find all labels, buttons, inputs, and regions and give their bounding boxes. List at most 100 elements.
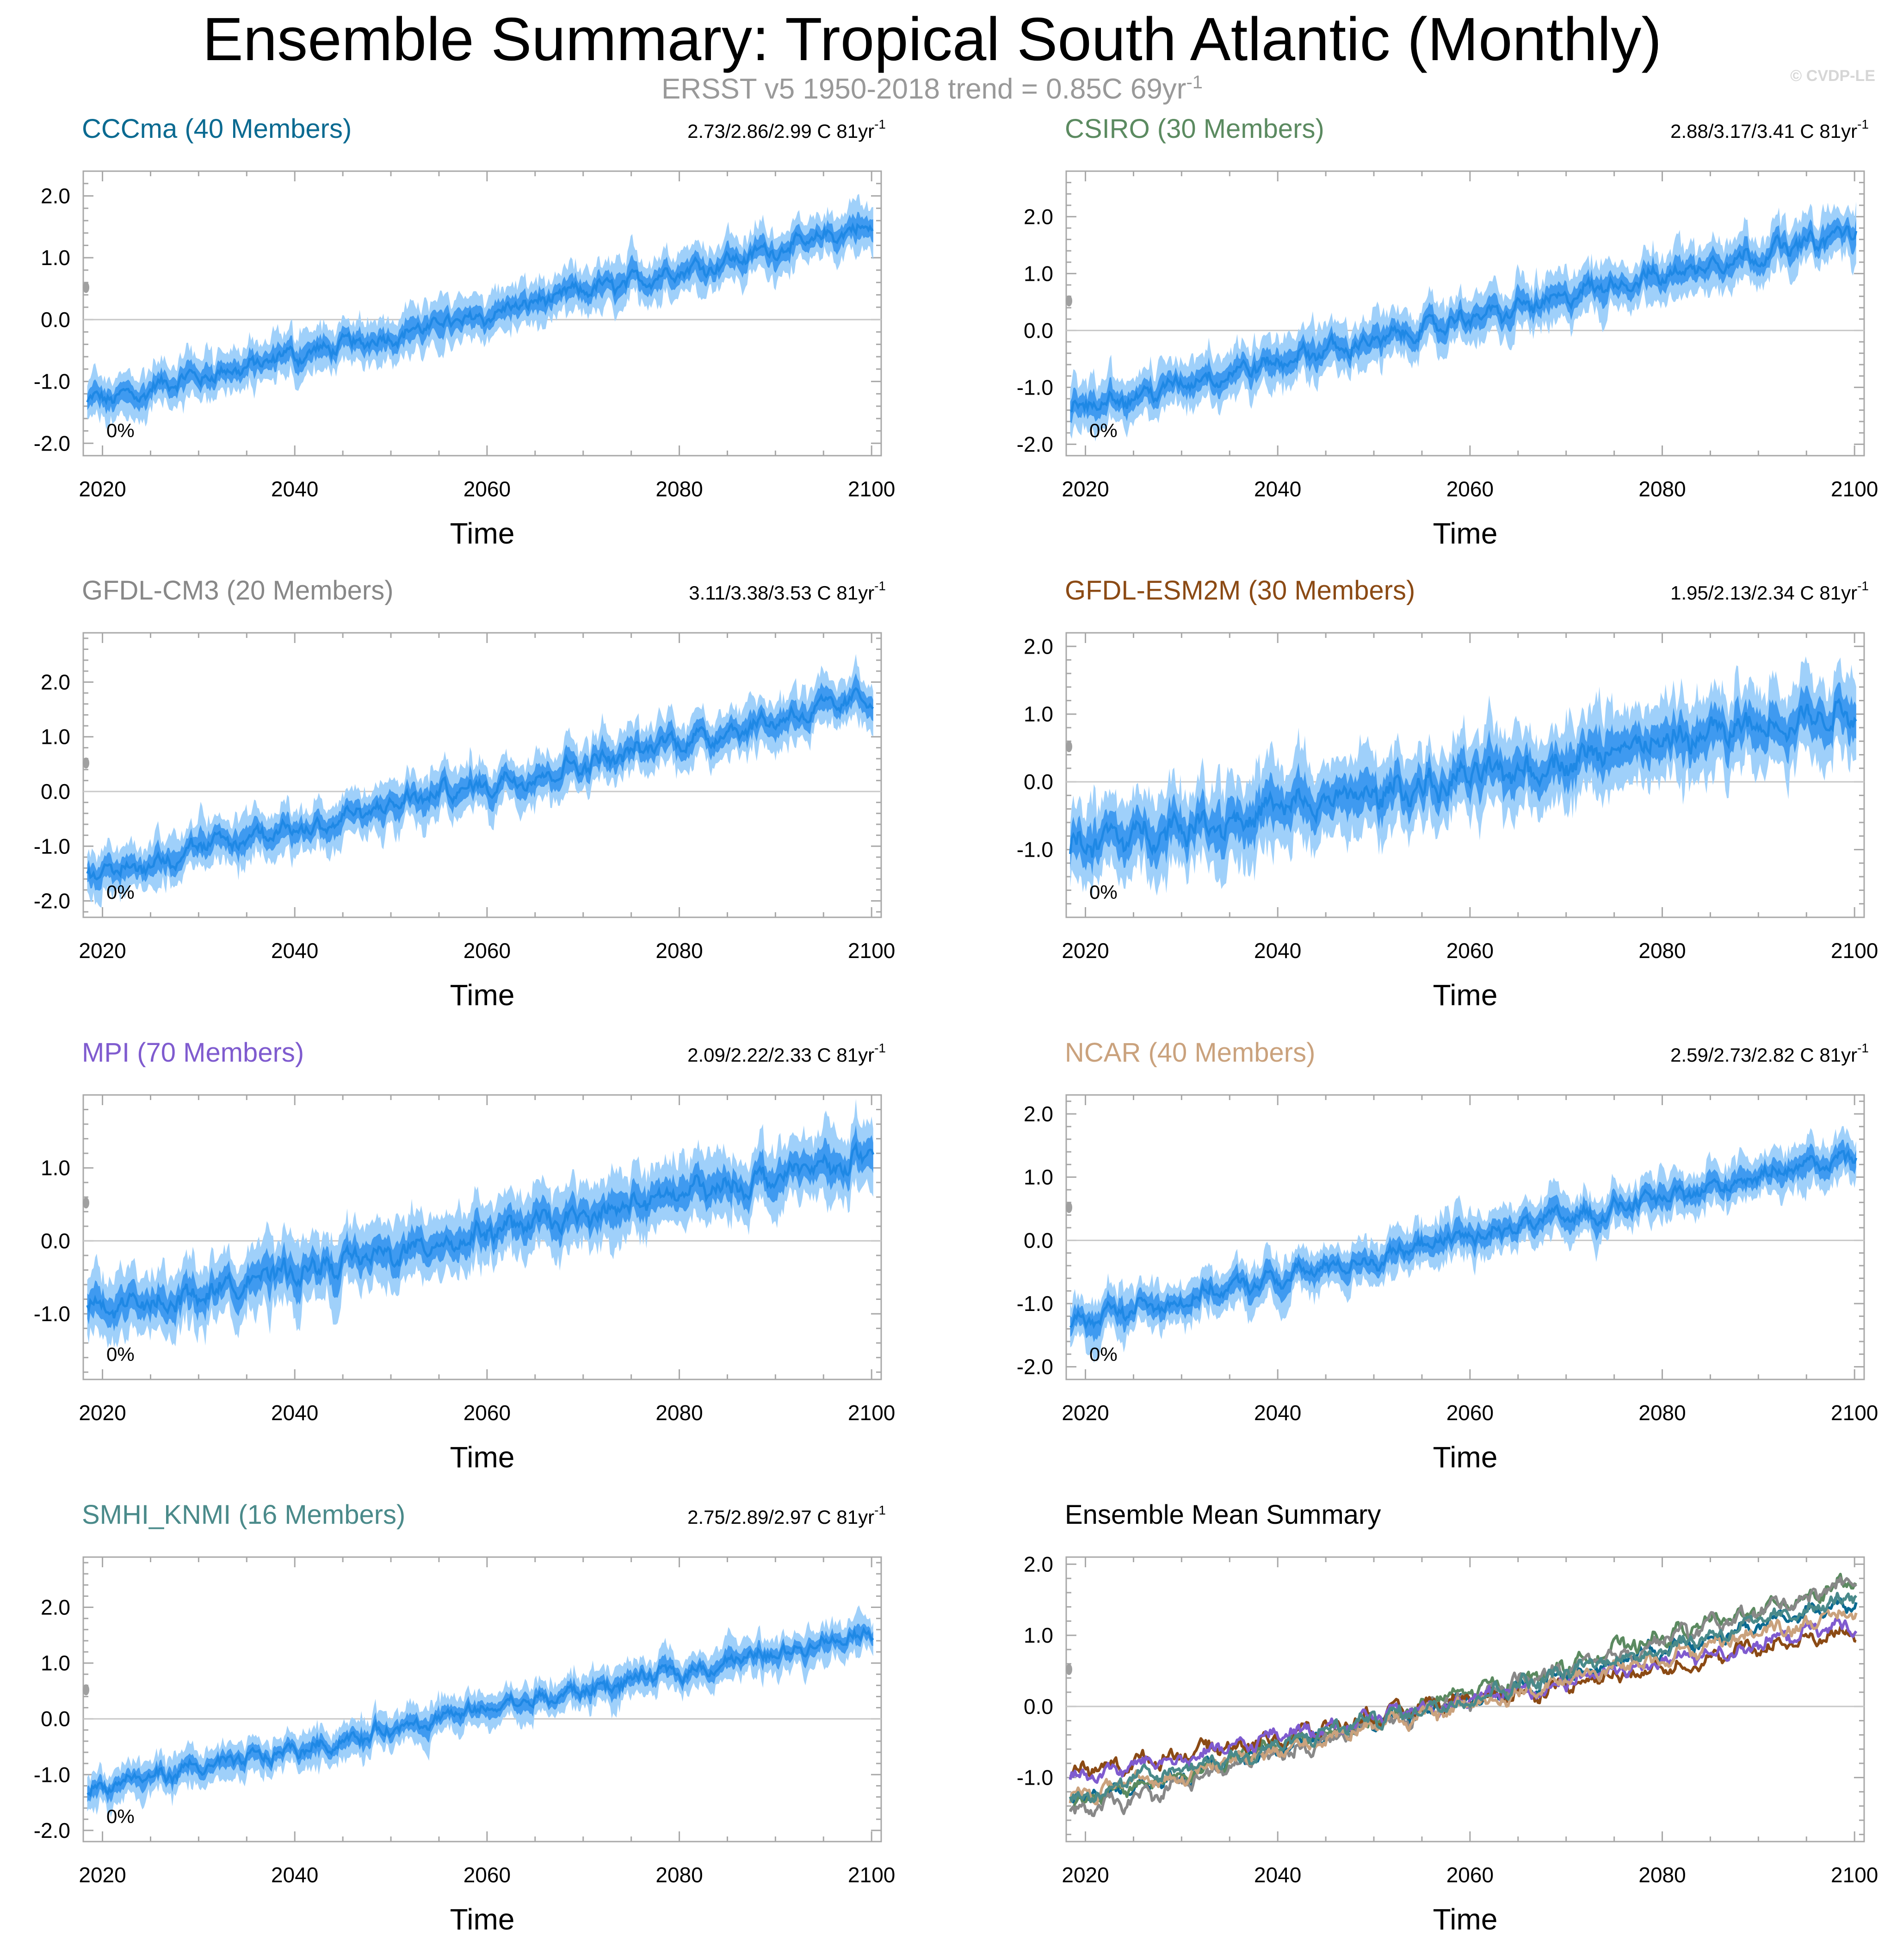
percent-label: 0% <box>106 420 135 441</box>
y-tick-label: 0.0 <box>1024 1228 1053 1252</box>
trend-superscript: -1 <box>1857 1041 1869 1055</box>
observed-marker <box>1066 1663 1072 1675</box>
ensemble-inner-band <box>87 1125 873 1332</box>
ensemble-inner-band <box>87 1623 873 1804</box>
ensemble-mean-line-smhi-knmi <box>1069 1592 1857 1804</box>
x-tick-label: 2020 <box>79 1401 126 1425</box>
y-tick-label: -1.0 <box>1017 838 1053 862</box>
chart-panel-1: CSIRO (30 Members) 2.88/3.17/3.41 C 81yr-… <box>1017 114 1878 550</box>
trend-value: 2.59/2.73/2.82 C 81yr <box>1670 1044 1857 1066</box>
percent-label: 0% <box>106 881 135 903</box>
panel-title: NCAR (40 Members) <box>1065 1038 1315 1068</box>
x-tick-label: 2020 <box>1062 1863 1109 1887</box>
ensemble-inner-band <box>1070 682 1856 875</box>
y-tick-label: -1.0 <box>34 370 70 394</box>
observed-marker <box>1066 295 1072 307</box>
y-tick-label: 2.0 <box>1024 634 1053 658</box>
y-tick-label: 1.0 <box>1024 1623 1053 1647</box>
x-tick-label: 2080 <box>655 1401 703 1425</box>
trend-value: 3.11/3.38/3.53 C 81yr <box>689 582 874 604</box>
panel-title: GFDL-ESM2M (30 Members) <box>1065 575 1415 606</box>
x-tick-label: 2060 <box>1446 939 1494 963</box>
y-tick-label: 2.0 <box>41 184 70 208</box>
plot-frame <box>82 632 882 918</box>
y-tick-label: 0.0 <box>41 1707 70 1731</box>
x-tick-label: 2060 <box>1446 1401 1494 1425</box>
observed-marker <box>83 757 89 769</box>
x-axis-label: Time <box>1433 1903 1498 1936</box>
x-tick-label: 2040 <box>271 1401 318 1425</box>
page-title: Ensemble Summary: Tropical South Atlanti… <box>202 5 1662 73</box>
y-tick-label: 1.0 <box>1024 1165 1053 1189</box>
x-tick-label: 2060 <box>463 939 511 963</box>
chart-panel-6: SMHI_KNMI (16 Members) 2.75/2.89/2.97 C 8… <box>34 1500 896 1936</box>
y-tick-label: 1.0 <box>1024 261 1053 285</box>
subtitle: ERSST v5 1950-2018 trend = 0.85C 69yr-1 <box>0 72 1864 109</box>
y-tick-label: 2.0 <box>41 670 70 694</box>
x-tick-label: 2040 <box>271 1863 318 1887</box>
y-tick-label: 2.0 <box>1024 1102 1053 1126</box>
x-tick-label: 2060 <box>1446 477 1494 501</box>
ensemble-inner-band <box>1070 1139 1856 1342</box>
panel-title: CSIRO (30 Members) <box>1065 114 1324 144</box>
trend-value: 1.95/2.13/2.34 C 81yr <box>1670 582 1857 604</box>
observed-marker <box>1066 1202 1072 1213</box>
x-tick-label: 2080 <box>1638 1401 1686 1425</box>
x-tick-label: 2040 <box>1254 477 1301 501</box>
y-tick-label: -1.0 <box>34 1762 70 1787</box>
y-tick-label: -1.0 <box>1017 375 1053 399</box>
x-tick-label: 2100 <box>1831 1401 1878 1425</box>
percent-label: 0% <box>106 1805 135 1827</box>
ensemble-median-line <box>86 1626 874 1798</box>
y-tick-label: 0.0 <box>1024 318 1053 342</box>
trend-label: 2.09/2.22/2.33 C 81yr-1 <box>687 1041 886 1066</box>
trend-label: 2.75/2.89/2.97 C 81yr-1 <box>687 1503 886 1528</box>
percent-label: 0% <box>1089 881 1118 903</box>
ensemble-median-line <box>1070 225 1858 414</box>
y-tick-label: -1.0 <box>1017 1766 1053 1790</box>
chart-panel-2: GFDL-CM3 (20 Members) 3.11/3.38/3.53 C 81… <box>34 575 896 1012</box>
chart-panel-0: CCCma (40 Members) 2.73/2.86/2.99 C 81yr-… <box>34 114 896 550</box>
ensemble-median-line <box>86 222 874 406</box>
x-tick-label: 2060 <box>463 1863 511 1887</box>
y-tick-label: 1.0 <box>41 1651 70 1675</box>
x-tick-label: 2040 <box>1254 1863 1301 1887</box>
y-tick-label: 2.0 <box>41 1595 70 1620</box>
percent-label: 0% <box>1089 1343 1118 1365</box>
x-tick-label: 2080 <box>1638 1863 1686 1887</box>
y-tick-label: -2.0 <box>1017 432 1053 456</box>
trend-superscript: -1 <box>1857 117 1869 131</box>
x-tick-label: 2060 <box>463 1401 511 1425</box>
plot-frame <box>82 170 882 457</box>
y-tick-label: -2.0 <box>34 889 70 913</box>
x-tick-label: 2080 <box>655 1863 703 1887</box>
plot-frame <box>1065 632 1865 918</box>
observed-marker <box>83 1684 89 1695</box>
y-tick-label: -1.0 <box>1017 1292 1053 1316</box>
y-tick-label: -1.0 <box>34 1302 70 1326</box>
y-tick-label: -1.0 <box>34 834 70 858</box>
x-tick-label: 2100 <box>1831 939 1878 963</box>
x-tick-label: 2100 <box>1831 1863 1878 1887</box>
chart-panel-5: NCAR (40 Members) 2.59/2.73/2.82 C 81yr-1… <box>1017 1038 1878 1474</box>
trend-superscript: -1 <box>874 1503 886 1517</box>
y-tick-label: 0.0 <box>41 308 70 332</box>
y-tick-label: -2.0 <box>1017 1355 1053 1379</box>
x-axis-label: Time <box>450 1441 515 1474</box>
x-tick-label: 2080 <box>655 939 703 963</box>
trend-value: 2.09/2.22/2.33 C 81yr <box>687 1044 874 1066</box>
trend-superscript: -1 <box>874 117 886 131</box>
y-tick-label: 2.0 <box>1024 1552 1053 1576</box>
ensemble-median-line <box>86 1141 875 1319</box>
x-tick-label: 2100 <box>848 939 895 963</box>
chart-panel-3: GFDL-ESM2M (30 Members) 1.95/2.13/2.34 C … <box>1017 575 1878 1012</box>
x-tick-label: 2040 <box>1254 939 1301 963</box>
panel-title: CCCma (40 Members) <box>82 114 352 144</box>
x-tick-label: 2020 <box>1062 1401 1109 1425</box>
x-tick-label: 2100 <box>848 1401 895 1425</box>
observed-marker <box>83 1197 89 1209</box>
y-tick-label: 1.0 <box>41 1156 70 1180</box>
y-tick-label: 0.0 <box>1024 770 1053 794</box>
subtitle-text: ERSST v5 1950-2018 trend = 0.85C 69yr <box>661 73 1186 105</box>
x-axis-label: Time <box>1433 517 1498 550</box>
